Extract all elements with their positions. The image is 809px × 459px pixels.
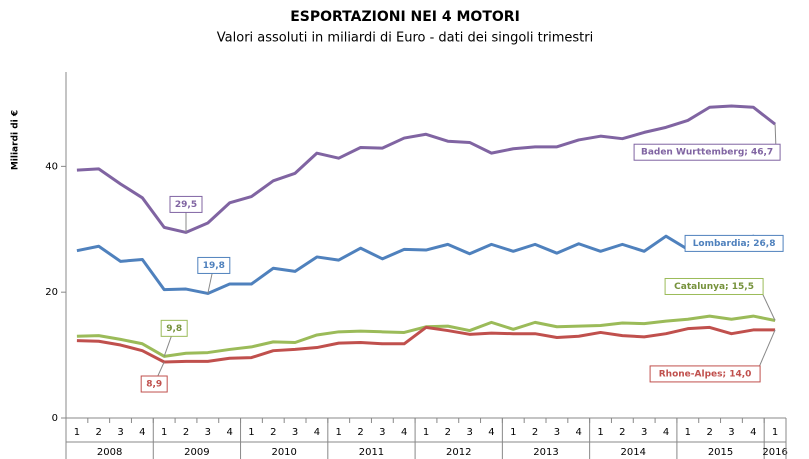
x-group-label: 2012 [446, 447, 471, 458]
x-tick-label: 2 [270, 427, 276, 438]
y-tick-label: 0 [52, 413, 58, 424]
callout-box [649, 365, 761, 383]
callout-box [197, 256, 231, 274]
x-tick-label: 4 [401, 427, 407, 438]
y-axis-label: Miliardi di € [11, 110, 21, 170]
x-tick-label: 4 [139, 427, 145, 438]
x-tick-label: 2 [183, 427, 189, 438]
callout-box [140, 375, 168, 393]
x-group-label: 2008 [97, 447, 122, 458]
x-tick-label: 3 [641, 427, 647, 438]
x-tick-label: 2 [357, 427, 363, 438]
callout-box [664, 277, 764, 295]
x-tick-label: 1 [423, 427, 429, 438]
x-tick-label: 3 [292, 427, 298, 438]
x-tick-label: 1 [74, 427, 80, 438]
x-tick-label: 3 [728, 427, 734, 438]
data-label: 8,9 [146, 380, 162, 390]
x-group-label: 2010 [271, 447, 296, 458]
x-tick-label: 2 [96, 427, 102, 438]
callout-box [633, 143, 781, 161]
callout-box [160, 319, 188, 337]
x-tick-label: 4 [576, 427, 582, 438]
x-tick-label: 1 [597, 427, 603, 438]
data-label: Lombardia; 26,8 [693, 239, 776, 249]
data-label: Rhone-Alpes; 14,0 [659, 369, 752, 379]
data-label: 19,8 [203, 261, 225, 271]
data-label: Catalunya; 15,5 [674, 282, 754, 292]
x-group-label: 2016 [762, 447, 787, 458]
x-tick-label: 4 [750, 427, 756, 438]
callout-box [684, 234, 784, 252]
x-tick-label: 2 [619, 427, 625, 438]
x-group-label: 2014 [621, 447, 646, 458]
x-tick-label: 3 [117, 427, 123, 438]
data-label: 9,8 [166, 324, 182, 334]
y-tick-label: 40 [45, 161, 58, 172]
x-tick-label: 2 [445, 427, 451, 438]
data-label: Baden Wurttemberg; 46,7 [641, 148, 773, 158]
x-group-label: 2011 [359, 447, 384, 458]
series-line [76, 325, 776, 364]
x-group-label: 2013 [533, 447, 558, 458]
x-tick-label: 4 [488, 427, 494, 438]
x-tick-label: 1 [685, 427, 691, 438]
x-tick-label: 1 [248, 427, 254, 438]
x-tick-label: 3 [205, 427, 211, 438]
series-line [76, 234, 776, 295]
chart-title: ESPORTAZIONI NEI 4 MOTORI [290, 9, 520, 25]
x-tick-label: 4 [226, 427, 232, 438]
x-tick-label: 1 [772, 427, 778, 438]
x-group-label: 2009 [184, 447, 209, 458]
x-tick-label: 4 [663, 427, 669, 438]
x-tick-label: 3 [379, 427, 385, 438]
x-tick-label: 2 [532, 427, 538, 438]
x-tick-label: 1 [161, 427, 167, 438]
y-tick-label: 20 [45, 287, 58, 298]
x-tick-label: 4 [314, 427, 320, 438]
x-tick-label: 2 [706, 427, 712, 438]
x-group-label: 2015 [708, 447, 733, 458]
x-tick-label: 3 [466, 427, 472, 438]
data-label: 29,5 [175, 200, 197, 210]
callout-box [169, 195, 203, 213]
x-tick-label: 1 [336, 427, 342, 438]
x-tick-label: 3 [554, 427, 560, 438]
series-line [76, 104, 777, 234]
x-tick-label: 1 [510, 427, 516, 438]
chart-subtitle: Valori assoluti in miliardi di Euro - da… [217, 31, 593, 46]
